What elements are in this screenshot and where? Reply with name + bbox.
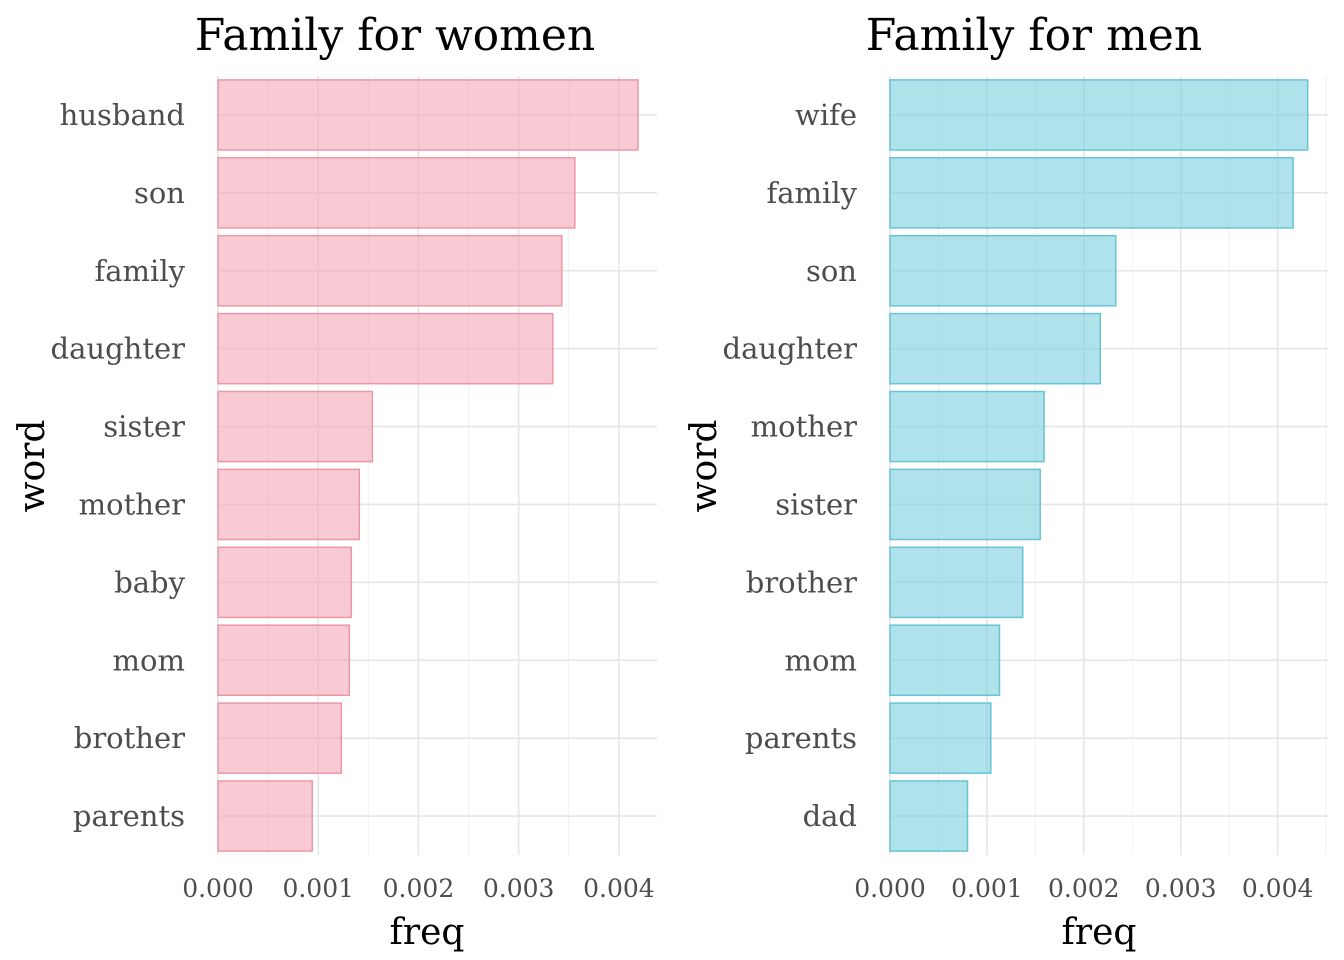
- y-tick-label-parents: parents: [73, 799, 185, 833]
- bar-son-women: [217, 157, 576, 229]
- bar-son-men: [889, 234, 1117, 307]
- x-axis-title-men: freq: [1062, 912, 1137, 953]
- y-tick-label-mother: mother: [751, 410, 857, 444]
- bar-daughter-men: [889, 312, 1102, 385]
- y-tick-label-son: son: [806, 254, 857, 288]
- bar-dad-men: [889, 780, 969, 852]
- bar-sister-men: [889, 468, 1041, 541]
- y-tick-label-mom: mom: [785, 643, 857, 677]
- bars-men: [889, 79, 1309, 852]
- x-tick-label: 0.003: [1145, 874, 1217, 903]
- x-axis-title-women: freq: [390, 912, 465, 953]
- bar-brother-women: [217, 702, 343, 774]
- y-tick-label-family: family: [95, 254, 186, 288]
- y-axis-title-women: word: [12, 420, 53, 513]
- x-tick-label: 0.002: [383, 874, 455, 903]
- y-tick-label-wife: wife: [795, 98, 857, 132]
- x-tick-label: 0.001: [282, 874, 354, 903]
- y-tick-label-sister: sister: [775, 487, 857, 521]
- bar-mother-women: [217, 468, 361, 541]
- y-axis-title-men: word: [684, 420, 725, 513]
- chart-title-women: Family for women: [195, 10, 596, 61]
- x-tick-labels-women: 0.000 0.001 0.002 0.003 0.004: [182, 874, 654, 903]
- y-tick-label-daughter: daughter: [723, 332, 858, 366]
- bar-mother-men: [889, 390, 1045, 463]
- bar-baby-women: [217, 546, 353, 619]
- panel-women: Family for women freq word husband son fam…: [12, 10, 657, 953]
- bar-mom-women: [217, 624, 351, 697]
- bar-family-women: [217, 234, 563, 307]
- bar-wife-men: [889, 79, 1309, 151]
- y-tick-label-baby: baby: [114, 565, 185, 599]
- bar-daughter-women: [217, 312, 554, 385]
- y-tick-label-family: family: [767, 176, 858, 210]
- bars-women: [217, 79, 639, 852]
- x-tick-labels-men: 0.000 0.001 0.002 0.003 0.004: [854, 874, 1313, 903]
- y-tick-label-son: son: [134, 176, 185, 210]
- y-tick-label-daughter: daughter: [51, 332, 186, 366]
- bar-parents-women: [217, 780, 313, 852]
- y-tick-label-mom: mom: [113, 643, 185, 677]
- bar-sister-women: [217, 390, 374, 463]
- y-tick-label-dad: dad: [803, 799, 857, 833]
- chart-title-men: Family for men: [866, 10, 1202, 61]
- x-tick-label: 0.002: [1048, 874, 1120, 903]
- x-tick-label: 0.001: [951, 874, 1023, 903]
- y-tick-labels-men: wife family son daughter mother sister brother…: [723, 98, 858, 833]
- bar-brother-men: [889, 546, 1024, 619]
- y-tick-label-brother: brother: [74, 721, 185, 755]
- y-tick-label-husband: husband: [60, 98, 185, 132]
- x-tick-label: 0.000: [854, 874, 926, 903]
- bar-parents-men: [889, 702, 992, 774]
- y-tick-label-parents: parents: [745, 721, 857, 755]
- x-tick-label: 0.003: [483, 874, 555, 903]
- y-tick-label-mother: mother: [79, 487, 185, 521]
- y-tick-labels-women: husband son family daughter sister mother baby…: [51, 98, 186, 833]
- x-tick-label: 0.004: [583, 874, 655, 903]
- y-tick-label-brother: brother: [746, 565, 857, 599]
- bar-husband-women: [217, 79, 639, 151]
- x-tick-label: 0.004: [1242, 874, 1314, 903]
- bar-mom-men: [889, 624, 1001, 697]
- x-tick-label: 0.000: [182, 874, 254, 903]
- y-tick-label-sister: sister: [103, 410, 185, 444]
- panel-men: Family for men freq word wife family son da…: [684, 10, 1328, 953]
- bar-family-men: [889, 157, 1294, 229]
